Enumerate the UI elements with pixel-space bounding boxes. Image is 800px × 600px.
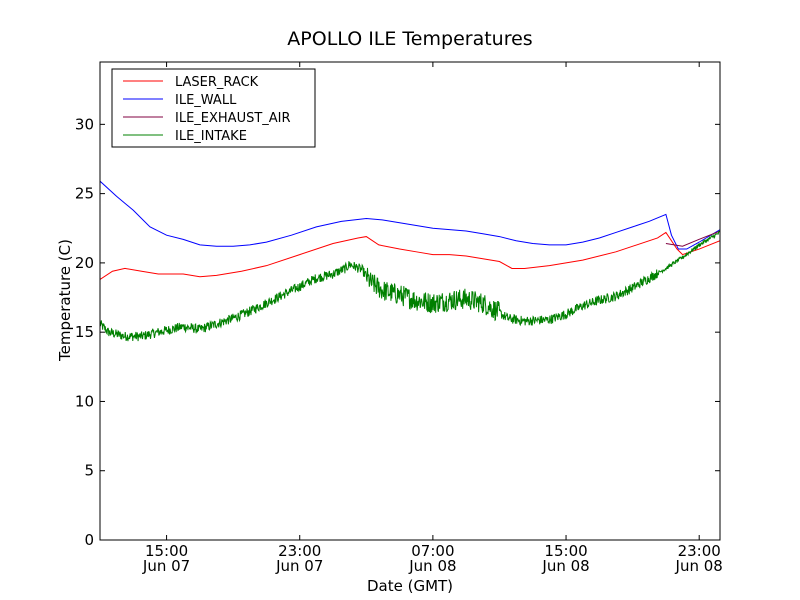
series-line-ile-wall: [100, 180, 720, 250]
legend-box: [111, 68, 316, 148]
y-tick-label: 0: [84, 531, 94, 549]
legend-label-ile-intake: ILE_INTAKE: [175, 129, 247, 144]
legend-label-laser-rack: LASER_RACK: [175, 75, 259, 90]
x-tick-label-date: Jun 08: [675, 557, 723, 575]
legend-label-ile-wall: ILE_WALL: [175, 93, 237, 108]
x-tick-label-date: Jun 08: [408, 557, 456, 575]
plot-area: [100, 180, 720, 342]
series-line-ile-intake: [100, 230, 720, 342]
legend-label-ile-exhaust-air: ILE_EXHAUST_AIR: [175, 111, 291, 126]
y-tick-label: 5: [84, 462, 94, 480]
chart-title: APOLLO ILE Temperatures: [287, 28, 532, 50]
x-tick-label-date: Jun 07: [142, 557, 190, 575]
x-tick-label-time: 23:00: [678, 542, 721, 560]
y-tick-label: 10: [75, 392, 94, 410]
legend: LASER_RACK ILE_WALL ILE_EXHAUST_AIR ILE_INT…: [111, 68, 316, 148]
x-tick-label-time: 15:00: [544, 542, 587, 560]
y-tick-label: 20: [75, 254, 94, 272]
y-axis-label: Temperature (C): [56, 239, 74, 362]
y-tick-label: 30: [75, 115, 94, 133]
x-tick-label-time: 23:00: [278, 542, 321, 560]
y-tick-label: 15: [75, 323, 94, 341]
series-line-ile-exhaust-air: [665, 230, 720, 247]
axes: [99, 61, 721, 541]
series-line-laser-rack: [100, 231, 720, 280]
y-tick-label: 25: [75, 185, 94, 203]
x-tick-label-time: 15:00: [145, 542, 188, 560]
x-axis-label: Date (GMT): [367, 577, 453, 595]
x-tick-label-date: Jun 08: [541, 557, 589, 575]
plot-frame: [99, 61, 721, 541]
x-tick-label-time: 07:00: [411, 542, 454, 560]
x-tick-label-date: Jun 07: [275, 557, 323, 575]
